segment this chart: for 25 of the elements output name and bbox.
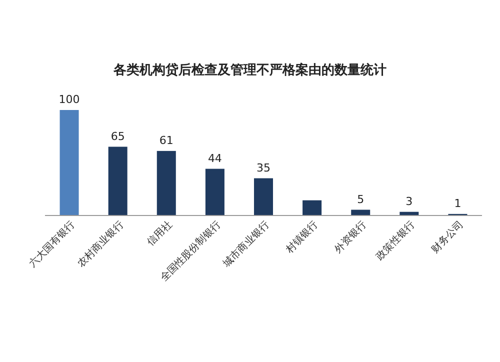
data-label: 5: [357, 192, 364, 206]
data-label: 3: [406, 194, 413, 208]
data-label: 35: [256, 161, 270, 174]
x-tick-label: 财务公司: [429, 218, 466, 256]
bar: [108, 146, 128, 215]
bar: [400, 212, 419, 215]
bar: [156, 150, 176, 215]
x-tick-label: 外资银行: [332, 218, 369, 256]
bar: [351, 210, 370, 215]
bar: [60, 110, 79, 215]
chart-title: 各类机构贷后检查及管理不严格案由的数量统计: [112, 62, 386, 78]
bar: [254, 178, 273, 215]
x-tick-label: 村镇银行: [282, 218, 320, 256]
bar: [205, 168, 224, 215]
x-tick-label: 六大国有银行: [26, 218, 78, 270]
data-label: 44: [208, 152, 222, 165]
data-label: 65: [110, 130, 125, 143]
x-tick-label: 政策性银行: [373, 218, 418, 262]
data-label: 61: [159, 134, 174, 147]
x-tick-label: 城市商业银行: [220, 218, 272, 270]
bar: [302, 200, 322, 215]
data-label: 100: [58, 93, 80, 106]
data-label: 1: [454, 196, 462, 210]
x-tick-label: 农村商业银行: [75, 218, 126, 270]
x-tick-label: 信用社: [144, 218, 175, 248]
